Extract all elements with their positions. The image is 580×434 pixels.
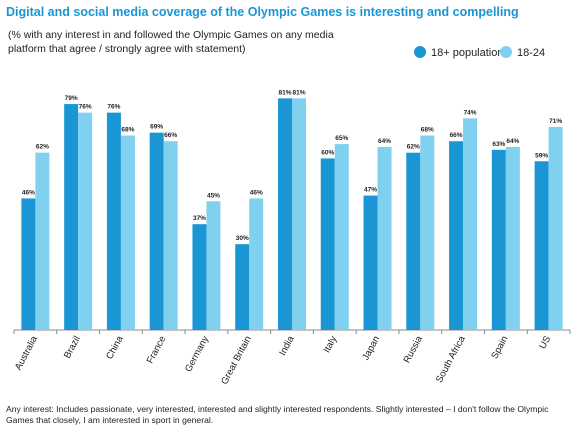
bar (334, 144, 349, 330)
bar (548, 126, 563, 330)
bar (120, 135, 135, 330)
value-label: 68% (421, 127, 434, 134)
legend-swatch (414, 46, 426, 58)
value-label: 65% (335, 135, 348, 142)
value-label: 46% (22, 189, 35, 196)
x-tick-label: Russia (402, 334, 426, 365)
value-label: 59% (535, 152, 548, 159)
bar (64, 104, 79, 330)
chart: 18+ population 18-24 Australia 46% 62% Brazil… (13, 46, 571, 386)
chart-subtitle: (% with any interest in and followed the… (8, 29, 334, 55)
value-label: 64% (378, 138, 391, 145)
value-label: 37% (193, 215, 206, 222)
value-label: 76% (79, 104, 92, 111)
bar (377, 146, 392, 330)
legend-swatch (500, 46, 512, 58)
bar (505, 146, 520, 330)
bar (163, 141, 178, 330)
footnote: Any interest: Includes passionate, very … (6, 404, 549, 425)
value-label: 81% (292, 89, 305, 96)
bar (21, 198, 36, 330)
value-label: 69% (150, 124, 163, 131)
value-label: 45% (207, 192, 220, 199)
x-tick-label: Great Britain (219, 334, 254, 386)
bar (278, 98, 292, 330)
value-label: 71% (549, 118, 562, 125)
bar (35, 152, 50, 330)
bar (534, 161, 549, 330)
bar (320, 158, 335, 330)
value-label: 79% (65, 95, 78, 102)
x-tick-label: Spain (489, 334, 510, 361)
x-tick-label: France (145, 334, 169, 365)
x-tick-label: Italy (322, 334, 340, 355)
x-tick-label: Germany (183, 334, 211, 374)
bar (463, 118, 478, 330)
value-label: 62% (407, 144, 420, 151)
value-label: 74% (464, 109, 477, 116)
x-tick-label: South Africa (434, 334, 468, 385)
value-label: 62% (36, 144, 49, 151)
value-label: 30% (236, 235, 249, 242)
bar (78, 112, 93, 330)
value-label: 64% (506, 138, 519, 145)
value-label: 47% (364, 187, 377, 194)
value-label: 66% (164, 132, 177, 139)
value-label: 68% (121, 127, 134, 134)
bar (192, 224, 207, 330)
bar (491, 149, 506, 330)
bar (449, 141, 464, 330)
bar (249, 198, 264, 330)
value-label: 60% (321, 149, 334, 156)
x-tick-label: Australia (13, 334, 40, 372)
legend-label: 18-24 (517, 47, 545, 59)
bar (206, 201, 221, 330)
x-tick-label: Brazil (62, 334, 83, 360)
value-label: 76% (107, 104, 120, 111)
bar (292, 98, 306, 330)
bar (235, 244, 250, 330)
value-label: 63% (492, 141, 505, 148)
bar (406, 152, 421, 330)
x-tick-label: India (277, 334, 297, 358)
bar (363, 195, 378, 330)
bar (149, 132, 164, 330)
value-label: 66% (450, 132, 463, 139)
x-tick-label: China (104, 334, 126, 362)
chart-title: Digital and social media coverage of the… (6, 5, 519, 19)
x-tick-label: Japan (360, 334, 382, 362)
value-label: 81% (278, 89, 291, 96)
bar (106, 112, 121, 330)
legend-label: 18+ population (431, 47, 503, 59)
bar (420, 135, 435, 330)
value-label: 46% (250, 189, 263, 196)
x-tick-label: US (537, 334, 553, 351)
